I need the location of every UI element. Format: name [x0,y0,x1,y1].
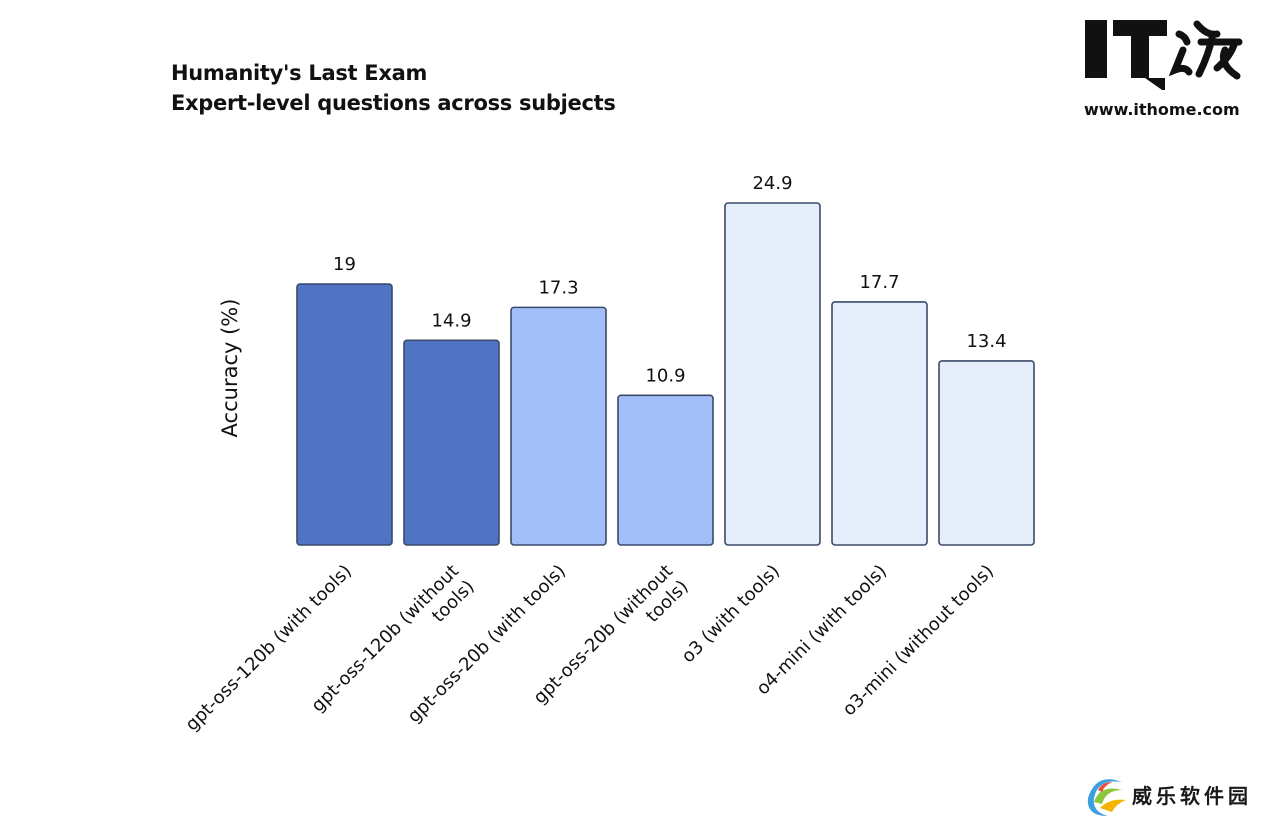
bar-2 [403,339,500,546]
value-label-4: 10.9 [645,365,685,386]
bar-1 [296,283,393,546]
y-axis-label: Accuracy (%) [218,299,242,438]
bar-5 [724,202,821,546]
bar-3 [510,306,607,546]
x-tick-label-1: gpt-oss-120b (with tools) [181,561,356,736]
value-label-3: 17.3 [538,277,578,298]
chart-titles: Humanity's Last Exam Expert-level questi… [171,58,616,118]
bar-4 [617,394,714,546]
value-label-1: 19 [333,254,356,275]
bar-7 [938,360,1035,546]
bar-6 [831,301,928,546]
chart-title: Humanity's Last Exam [171,61,428,85]
ithome-logo [1085,20,1243,90]
weile-logo [1087,779,1126,816]
weile-text: 威乐软件园 [1132,784,1252,808]
value-label-2: 14.9 [431,310,471,331]
value-label-7: 13.4 [966,331,1006,352]
chart-subtitle: Expert-level questions across subjects [171,91,616,115]
x-tick-label-5: o3 (with tools) [678,561,784,667]
value-label-6: 17.7 [859,272,899,293]
value-label-5: 24.9 [752,173,792,194]
ithome-url: www.ithome.com [1084,100,1240,119]
